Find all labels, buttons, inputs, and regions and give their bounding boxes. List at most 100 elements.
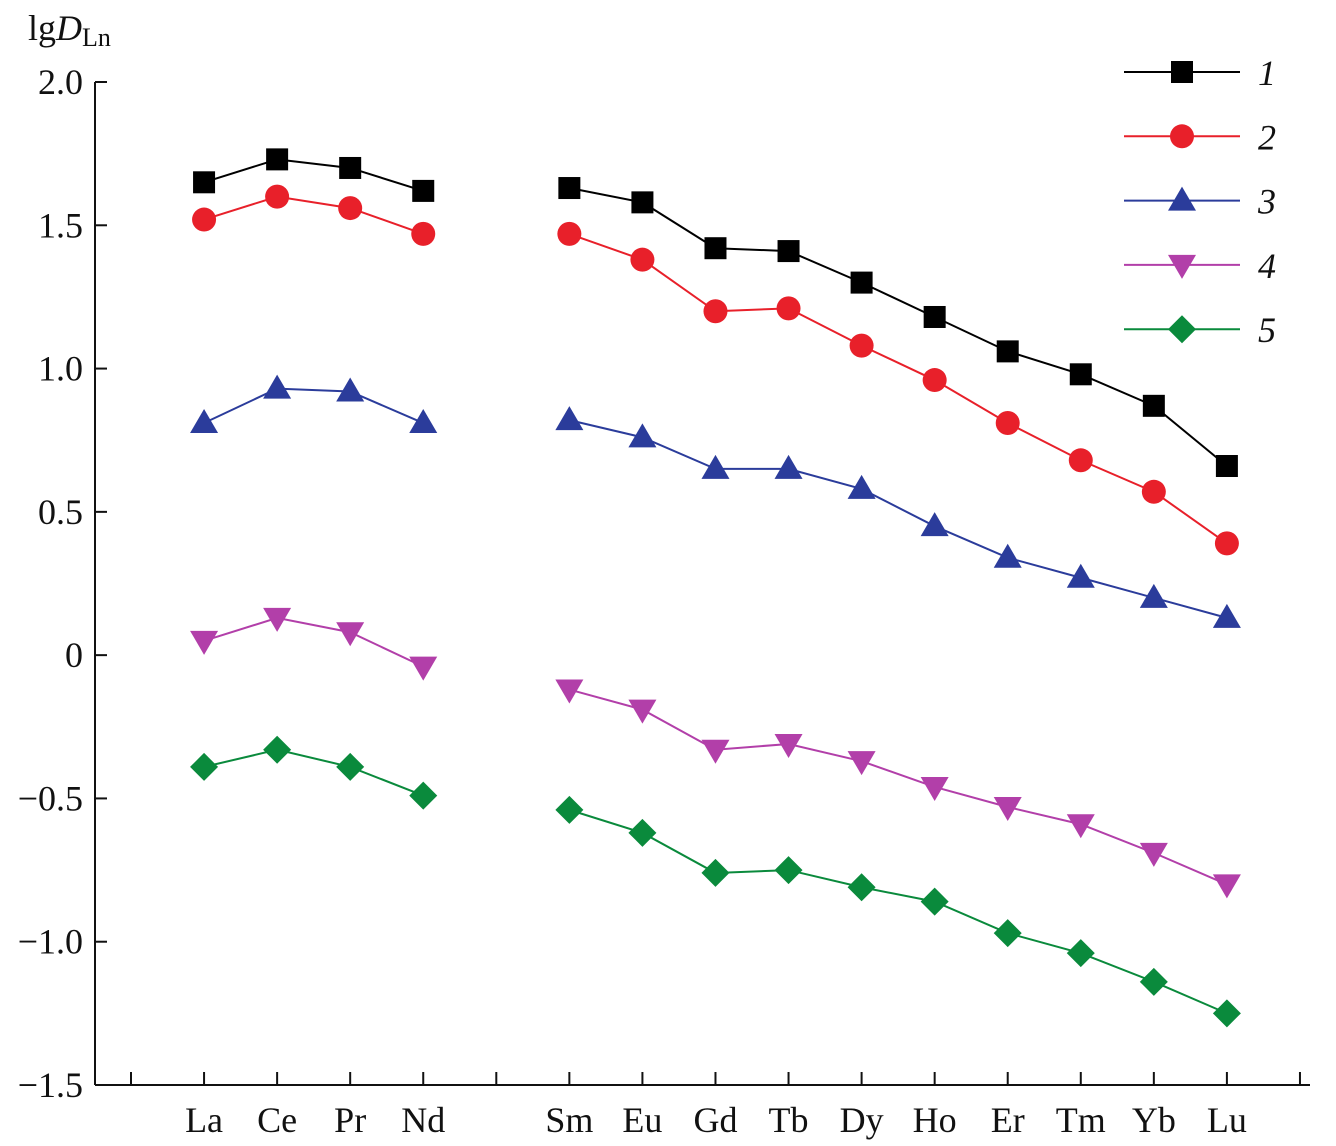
x-tick-label: Pr — [334, 1100, 366, 1140]
y-tick-label: 1.0 — [38, 349, 83, 389]
square-marker — [412, 179, 435, 202]
triangle-up-marker — [774, 454, 803, 479]
series-3 — [190, 374, 1241, 628]
legend-label: 1 — [1258, 53, 1276, 93]
series-line — [569, 187, 1228, 467]
triangle-up-marker — [1066, 563, 1095, 588]
legend-item-3: 3 — [1124, 182, 1276, 222]
series-line — [569, 419, 1228, 619]
circle-marker — [995, 411, 1020, 436]
diamond-marker — [263, 735, 292, 764]
x-tick-label: Er — [991, 1100, 1025, 1140]
triangle-down-marker — [555, 679, 584, 704]
series-line — [569, 688, 1228, 886]
diamond-marker — [1139, 967, 1168, 996]
legend-label: 2 — [1258, 117, 1276, 157]
square-marker — [1215, 455, 1238, 478]
square-marker — [850, 271, 873, 294]
square-marker — [266, 148, 289, 171]
triangle-up-marker — [628, 423, 657, 448]
series-1 — [193, 148, 1238, 478]
circle-marker — [265, 184, 290, 209]
diamond-marker — [190, 752, 219, 781]
circle-marker — [192, 207, 217, 232]
diamond-marker — [555, 795, 584, 824]
legend-label: 3 — [1257, 182, 1276, 222]
circle-marker — [630, 247, 655, 272]
triangle-up-marker — [263, 374, 292, 399]
triangle-down-marker — [190, 630, 219, 655]
square-marker — [1171, 61, 1193, 83]
legend-item-4: 4 — [1124, 246, 1276, 286]
x-tick-label: Lu — [1207, 1100, 1247, 1140]
y-tick-label: −0.5 — [18, 778, 83, 818]
x-tick-label: Sm — [545, 1100, 593, 1140]
circle-marker — [338, 196, 363, 221]
triangle-up-marker — [920, 512, 949, 537]
x-tick-label: Yb — [1132, 1100, 1176, 1140]
x-tick-label: Eu — [622, 1100, 662, 1140]
triangle-up-marker — [847, 474, 876, 499]
y-axis-label: lgDLn — [28, 8, 111, 52]
circle-marker — [1141, 479, 1166, 504]
triangle-down-marker — [847, 751, 876, 776]
diamond-marker — [920, 887, 949, 916]
circle-marker — [922, 368, 947, 393]
square-marker — [1069, 363, 1092, 386]
square-marker — [631, 191, 654, 214]
series-line — [203, 748, 424, 797]
triangle-down-marker — [628, 699, 657, 724]
y-tick-label: 2.0 — [38, 62, 83, 102]
square-marker — [558, 177, 581, 200]
x-tick-label: Ce — [257, 1100, 297, 1140]
diamond-marker — [847, 873, 876, 902]
triangle-down-marker — [920, 776, 949, 801]
circle-marker — [849, 333, 874, 358]
diamond-marker — [993, 919, 1022, 948]
triangle-up-marker — [1212, 603, 1241, 628]
series-line — [203, 387, 424, 424]
series-line — [203, 195, 424, 235]
circle-marker — [1214, 531, 1239, 556]
diamond-marker — [1168, 315, 1196, 344]
triangle-down-marker — [1139, 842, 1168, 867]
x-tick-label: Tm — [1056, 1100, 1106, 1140]
series-2 — [192, 184, 1239, 556]
circle-marker — [776, 296, 801, 321]
triangle-down-marker — [774, 733, 803, 758]
triangle-up-marker — [1139, 583, 1168, 608]
series-5 — [190, 735, 1241, 1028]
circle-marker — [1068, 448, 1093, 473]
triangle-up-marker — [993, 543, 1022, 568]
y-tick-label: 0 — [65, 635, 83, 675]
diamond-marker — [409, 781, 438, 810]
circle-marker — [411, 221, 436, 246]
x-tick-label: Gd — [693, 1100, 737, 1140]
triangle-up-marker — [555, 406, 584, 431]
y-tick-label: −1.5 — [18, 1065, 83, 1105]
legend-label: 4 — [1258, 246, 1276, 286]
series-line — [569, 232, 1228, 545]
circle-marker — [1170, 124, 1194, 149]
square-marker — [339, 156, 362, 179]
legend-label: 5 — [1258, 310, 1276, 350]
triangle-down-marker — [1066, 814, 1095, 839]
square-marker — [704, 237, 727, 260]
y-tick-label: −1.0 — [18, 922, 83, 962]
legend-item-2: 2 — [1124, 117, 1276, 157]
diamond-marker — [1066, 939, 1095, 968]
series-line — [569, 808, 1228, 1015]
x-tick-label: Tb — [769, 1100, 809, 1140]
diamond-marker — [628, 818, 657, 847]
triangle-up-marker — [1168, 186, 1196, 211]
x-tick-label: Ho — [913, 1100, 957, 1140]
circle-marker — [557, 221, 582, 246]
series-4 — [190, 607, 1241, 899]
triangle-up-marker — [336, 377, 365, 402]
series-line — [203, 158, 424, 192]
triangle-down-marker — [1212, 874, 1241, 899]
diamond-marker — [701, 858, 730, 887]
diamond-marker — [336, 752, 365, 781]
triangle-down-marker — [336, 622, 365, 647]
